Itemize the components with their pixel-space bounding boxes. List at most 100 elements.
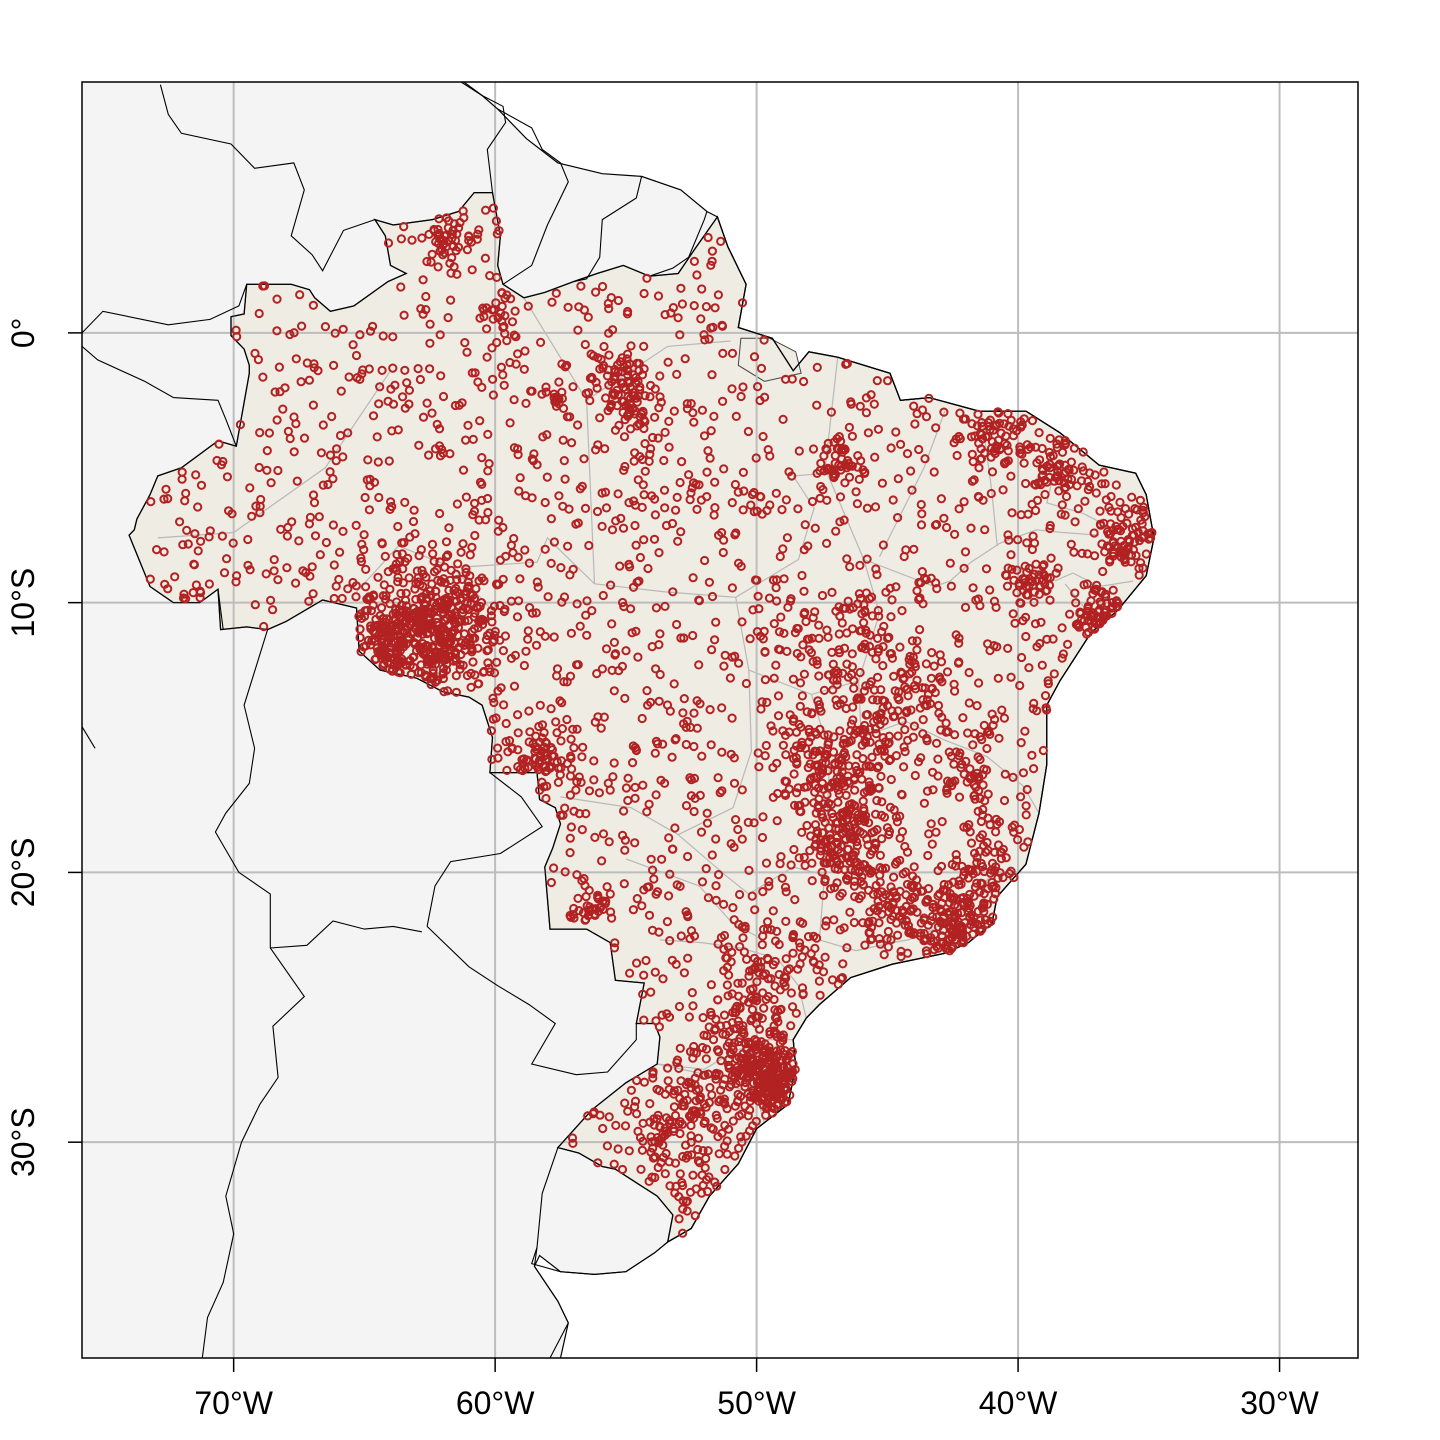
occurrence-point xyxy=(245,483,255,493)
occurrence-point xyxy=(562,758,573,769)
occurrence-point xyxy=(1028,572,1038,582)
occurrence-point xyxy=(857,643,867,653)
occurrence-point xyxy=(912,675,922,685)
occurrence-point xyxy=(314,512,324,522)
occurrence-point xyxy=(1038,745,1049,756)
occurrence-point xyxy=(859,686,870,696)
occurrence-point xyxy=(752,977,762,987)
occurrence-point xyxy=(309,498,320,508)
occurrence-point xyxy=(861,681,871,691)
occurrence-point xyxy=(273,575,283,585)
axes: 70°W 60°W 50°W 40°W 30°W0°10°S20°S30°S xyxy=(5,318,1320,1421)
occurrence-point xyxy=(449,262,459,272)
occurrence-point xyxy=(473,679,483,689)
occurrence-point xyxy=(855,401,865,411)
occurrence-point xyxy=(715,1095,726,1105)
occurrence-point xyxy=(593,440,603,450)
occurrence-point xyxy=(418,412,429,422)
occurrence-point xyxy=(811,808,821,818)
occurrence-point xyxy=(983,845,993,855)
occurrence-point xyxy=(976,858,986,869)
occurrence-point xyxy=(656,397,666,407)
occurrence-point xyxy=(831,526,841,536)
y-tick-label: 10°S xyxy=(5,568,41,638)
occurrence-point xyxy=(458,465,469,475)
occurrence-point xyxy=(462,670,472,681)
occurrence-point xyxy=(746,1091,756,1102)
occurrence-point xyxy=(994,418,1005,428)
occurrence-point xyxy=(562,714,572,725)
occurrence-point xyxy=(808,444,819,454)
occurrence-point xyxy=(266,595,276,606)
occurrence-point xyxy=(557,597,567,607)
occurrence-point xyxy=(978,804,988,815)
occurrence-point xyxy=(422,629,432,639)
occurrence-point xyxy=(871,880,881,891)
occurrence-point xyxy=(955,408,965,418)
occurrence-point xyxy=(939,879,949,890)
occurrence-point xyxy=(893,706,903,716)
occurrence-point xyxy=(795,678,806,688)
occurrence-point xyxy=(491,216,501,226)
occurrence-point xyxy=(404,399,414,409)
occurrence-point xyxy=(566,734,576,744)
occurrence-point xyxy=(467,626,477,636)
occurrence-point xyxy=(549,751,559,761)
occurrence-point xyxy=(922,733,932,744)
occurrence-point xyxy=(856,626,867,636)
occurrence-point xyxy=(196,536,206,546)
occurrence-point xyxy=(933,943,943,953)
occurrence-point xyxy=(747,489,758,500)
occurrence-points xyxy=(145,203,1157,1238)
occurrence-point xyxy=(960,414,971,424)
occurrence-point xyxy=(873,633,883,644)
occurrence-point xyxy=(196,480,207,490)
occurrence-point xyxy=(975,429,985,439)
occurrence-point xyxy=(626,1085,637,1095)
occurrence-point xyxy=(566,751,576,761)
occurrence-point xyxy=(581,809,591,819)
occurrence-point xyxy=(657,854,667,864)
occurrence-point xyxy=(380,594,391,604)
occurrence-point xyxy=(259,621,269,632)
occurrence-point xyxy=(430,444,441,454)
occurrence-point xyxy=(626,424,636,434)
occurrence-point xyxy=(1061,467,1071,477)
occurrence-point xyxy=(494,579,504,589)
occurrence-point xyxy=(861,761,871,771)
occurrence-point xyxy=(785,1090,795,1100)
occurrence-point xyxy=(597,488,607,498)
occurrence-point xyxy=(852,499,863,509)
occurrence-point xyxy=(741,1056,752,1066)
occurrence-point xyxy=(781,495,792,505)
occurrence-point xyxy=(820,817,830,828)
occurrence-point xyxy=(638,480,648,490)
occurrence-point xyxy=(536,337,546,347)
occurrence-point xyxy=(872,376,882,386)
occurrence-point xyxy=(348,577,358,588)
occurrence-point xyxy=(351,350,362,361)
occurrence-point xyxy=(502,336,512,346)
occurrence-point xyxy=(576,281,586,291)
occurrence-point xyxy=(749,818,759,828)
occurrence-point xyxy=(793,504,803,514)
occurrence-point xyxy=(391,615,401,625)
occurrence-point xyxy=(175,517,185,527)
occurrence-point xyxy=(875,744,886,755)
occurrence-point xyxy=(361,564,371,575)
occurrence-point xyxy=(572,870,582,880)
occurrence-point xyxy=(663,357,673,367)
occurrence-point xyxy=(985,820,995,830)
occurrence-point xyxy=(451,569,461,579)
occurrence-point xyxy=(803,541,813,551)
occurrence-point xyxy=(872,570,882,580)
occurrence-point xyxy=(937,817,947,827)
occurrence-point xyxy=(291,419,301,429)
occurrence-point xyxy=(509,395,519,405)
occurrence-point xyxy=(549,389,559,399)
occurrence-point xyxy=(899,742,909,752)
occurrence-point xyxy=(556,736,566,746)
occurrence-point xyxy=(595,413,605,423)
occurrence-point xyxy=(643,563,653,574)
occurrence-point xyxy=(867,647,877,657)
